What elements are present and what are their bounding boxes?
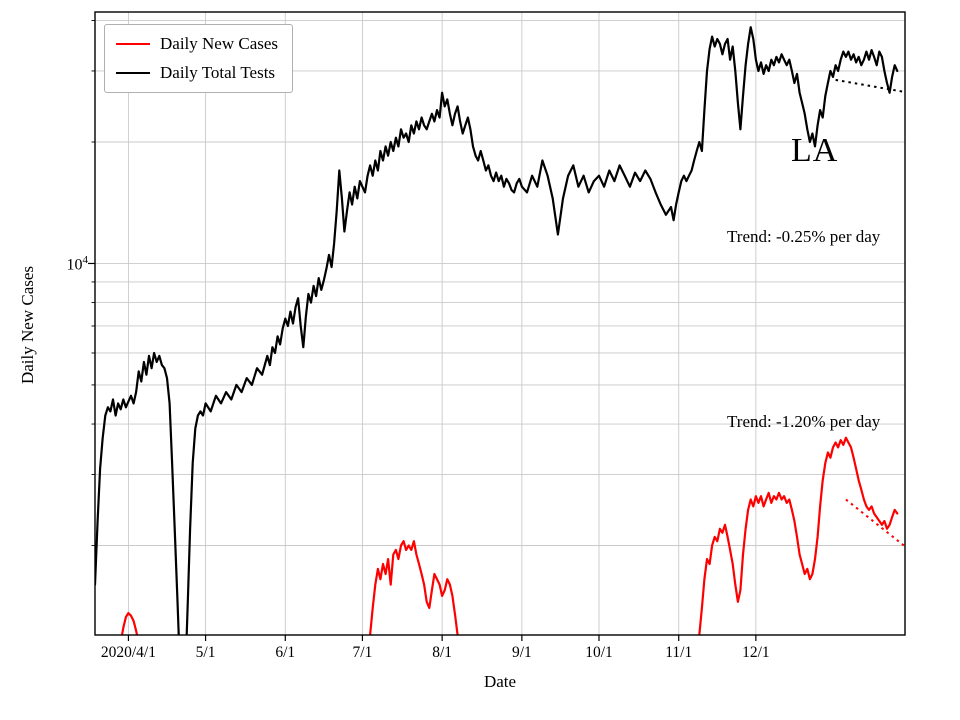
trend-line-daily-new-cases	[845, 498, 905, 548]
series-line-daily-new-cases	[698, 436, 899, 635]
region-annotation: LA	[791, 132, 839, 169]
y-tick-exponent: 4	[82, 254, 89, 266]
x-tick-label: 11/1	[665, 644, 693, 661]
x-tick-label: 9/1	[511, 644, 532, 661]
series-line-daily-total-tests	[95, 26, 899, 635]
legend-label: Daily Total Tests	[160, 63, 276, 82]
legend-line-red-icon	[116, 43, 150, 45]
legend-item-daily-new-cases: Daily New Cases	[116, 34, 278, 54]
trend-annotation-total-tests: Trend: -0.25% per day	[727, 227, 881, 246]
x-tick-label: 6/1	[275, 644, 296, 661]
series-line-daily-new-cases	[368, 540, 459, 635]
legend-item-daily-total-tests: Daily Total Tests	[116, 63, 278, 83]
legend-label: Daily New Cases	[160, 34, 279, 53]
x-tick-label: 8/1	[432, 644, 453, 661]
plot-border	[94, 11, 906, 636]
y-axis-label: Daily New Cases	[18, 265, 37, 385]
legend-line-black-icon	[116, 72, 150, 74]
chart-legend: Daily New Cases Daily Total Tests	[104, 24, 294, 93]
x-tick-label: 2020/4/1	[100, 644, 156, 661]
y-tick-base: 10	[66, 256, 83, 274]
series-line-daily-new-cases	[120, 612, 139, 635]
x-axis-label: Date	[483, 672, 517, 691]
x-tick-label: 10/1	[585, 644, 613, 661]
y-tick-label: 104	[36, 254, 89, 274]
trend-line-daily-total-tests	[835, 78, 905, 93]
x-tick-label: 5/1	[195, 644, 216, 661]
x-tick-label: 12/1	[742, 644, 770, 661]
x-tick-label: 7/1	[352, 644, 373, 661]
trend-annotation-new-cases: Trend: -1.20% per day	[727, 412, 881, 431]
